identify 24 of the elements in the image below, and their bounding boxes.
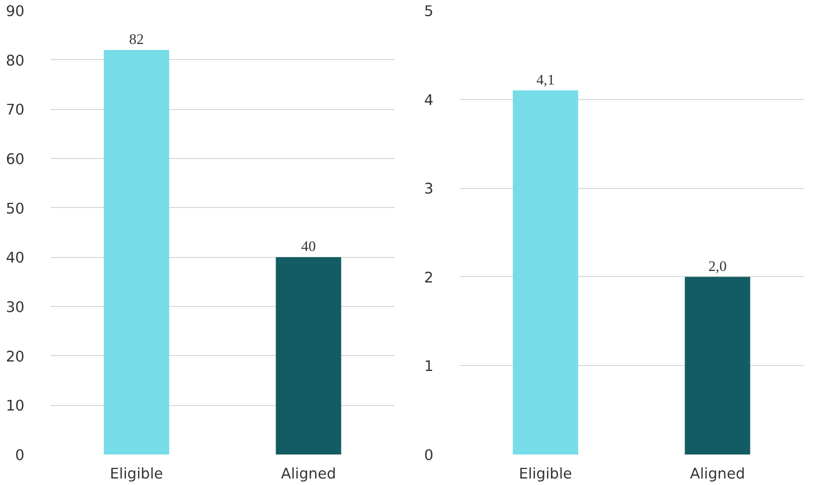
x-tick-label: Aligned: [280, 466, 336, 482]
data-label: 40: [301, 239, 316, 256]
x-tick-label: Eligible: [110, 466, 164, 482]
y-tick-label: 20: [6, 348, 25, 366]
y-tick-label: 50: [6, 200, 25, 218]
y-tick-label: 30: [6, 299, 25, 316]
y-tick-label: 0: [15, 447, 25, 464]
y-tick-label: 2: [424, 269, 434, 286]
y-tick-label: 90: [6, 3, 25, 20]
y-tick-label: 3: [424, 180, 434, 198]
y-tick-label: 60: [6, 151, 25, 168]
x-tick-label: Eligible: [518, 466, 572, 482]
x-tick-label: Aligned: [690, 466, 746, 482]
y-tick-label: 10: [6, 398, 25, 415]
y-tick-label: 1: [424, 358, 434, 376]
y-tick-label: 4: [424, 92, 434, 109]
data-label: 82: [129, 32, 144, 48]
data-label: 4,1: [536, 72, 555, 88]
y-tick-label: 5: [424, 3, 434, 20]
y-tick-label: 40: [6, 250, 25, 267]
data-label: 2,0: [708, 258, 727, 275]
y-tick-label: 70: [6, 102, 25, 119]
y-tick-label: 0: [424, 447, 434, 464]
y-tick-label: 80: [6, 52, 25, 70]
